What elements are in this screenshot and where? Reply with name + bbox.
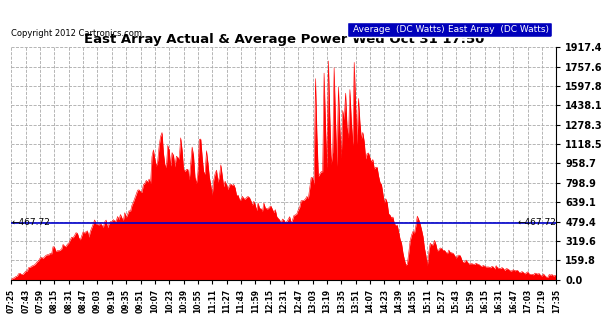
Legend: Average  (DC Watts), East Array  (DC Watts): Average (DC Watts), East Array (DC Watts… bbox=[346, 21, 552, 37]
Text: ←467.72: ←467.72 bbox=[517, 219, 556, 228]
Text: Copyright 2012 Cartronics.com: Copyright 2012 Cartronics.com bbox=[12, 29, 143, 38]
Title: East Array Actual & Average Power Wed Oct 31 17:50: East Array Actual & Average Power Wed Oc… bbox=[84, 33, 484, 46]
Text: ←467.72: ←467.72 bbox=[12, 219, 50, 228]
